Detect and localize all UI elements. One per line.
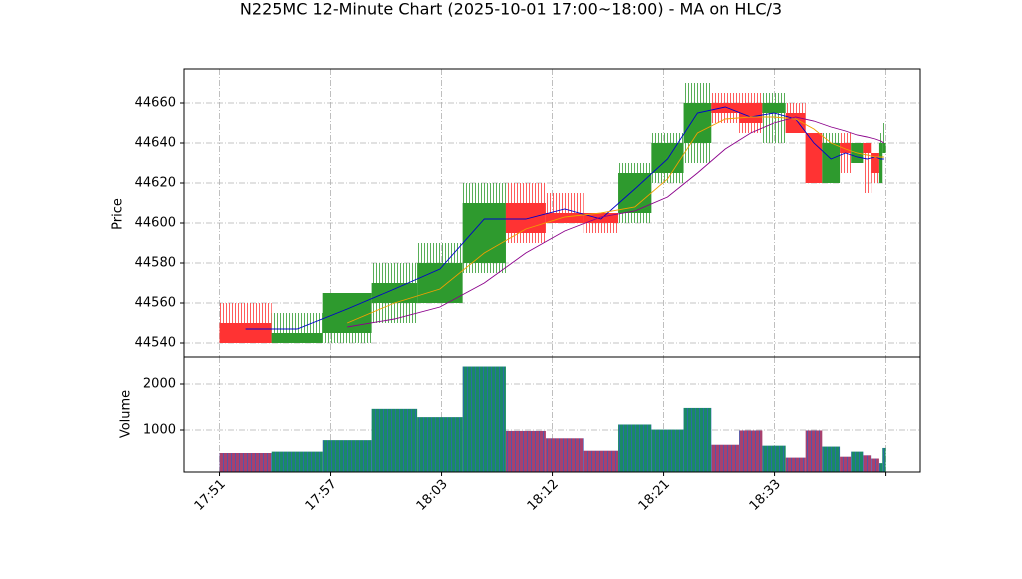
y-tick-label: 44600 <box>135 216 176 231</box>
y-tick-label: 44560 <box>135 296 176 311</box>
candle-body <box>863 143 872 153</box>
volume-bar <box>618 424 652 472</box>
volume-bar <box>219 453 272 472</box>
volume-bar <box>371 408 418 472</box>
volume-bar <box>583 450 619 472</box>
candle-body <box>462 203 506 263</box>
candle-body <box>271 333 323 343</box>
x-tick-label: 17:57 <box>303 477 340 514</box>
candle-body <box>840 143 852 153</box>
x-tick-label: 18:12 <box>525 477 562 514</box>
candle-body <box>583 213 619 223</box>
y-tick-label: 44580 <box>135 256 176 271</box>
chart-title: N225MC 12-Minute Chart (2025-10-01 17:00… <box>240 0 782 19</box>
candle-body <box>505 203 546 233</box>
volume-bar <box>882 447 886 472</box>
volume-bar <box>322 440 372 472</box>
x-tick-label: 18:33 <box>747 477 784 514</box>
candle-wick <box>863 143 872 193</box>
volume-bar <box>462 366 506 472</box>
volume-bar <box>417 417 463 472</box>
x-tick-label: 18:03 <box>414 477 451 514</box>
volume-bar <box>505 430 546 472</box>
volume-bar <box>805 430 823 472</box>
candle-body <box>417 263 463 303</box>
volume-bar <box>651 429 684 472</box>
candle-body <box>878 143 883 183</box>
candle-body <box>651 143 684 173</box>
volume-bar <box>683 407 712 472</box>
candle-body <box>371 283 418 303</box>
y-tick-label: 44640 <box>135 136 176 151</box>
volume-bar <box>878 463 883 472</box>
volume-bar <box>871 458 879 472</box>
volume-tick-label: 1000 <box>143 423 176 438</box>
volume-bar <box>851 451 864 472</box>
ma-line <box>347 116 885 328</box>
candle-body <box>711 103 740 113</box>
x-tick-label: 18:21 <box>636 477 673 514</box>
volume-bar <box>840 456 852 472</box>
volume-bar <box>762 445 786 472</box>
candle-body <box>739 103 763 123</box>
ma-line <box>245 106 884 330</box>
volume-bar <box>545 438 584 472</box>
candle-body <box>545 213 584 223</box>
volume-bar <box>822 446 841 472</box>
candle-body <box>322 293 372 333</box>
y-tick-label: 44620 <box>135 176 176 191</box>
volume-tick-label: 2000 <box>143 377 176 392</box>
x-tick-label: 17:51 <box>192 477 229 514</box>
volume-bar <box>863 455 872 472</box>
candle-body <box>762 103 786 113</box>
candle-body <box>882 143 886 153</box>
y-axis-label: Price <box>111 198 126 230</box>
volume-frame <box>183 356 921 473</box>
candle-body <box>683 103 712 143</box>
volume-axis-label: Volume <box>119 390 134 438</box>
volume-bar <box>785 457 806 472</box>
ma-line <box>347 116 884 324</box>
candle-body <box>805 133 823 183</box>
candle-body <box>822 143 841 183</box>
volume-bar <box>739 430 763 472</box>
candle-body <box>871 153 879 173</box>
volume-bar <box>711 444 740 472</box>
volume-bar <box>271 451 323 472</box>
y-tick-label: 44540 <box>135 336 176 351</box>
y-tick-label: 44660 <box>135 96 176 111</box>
candle-wick <box>882 123 886 153</box>
candle-body <box>219 323 272 343</box>
